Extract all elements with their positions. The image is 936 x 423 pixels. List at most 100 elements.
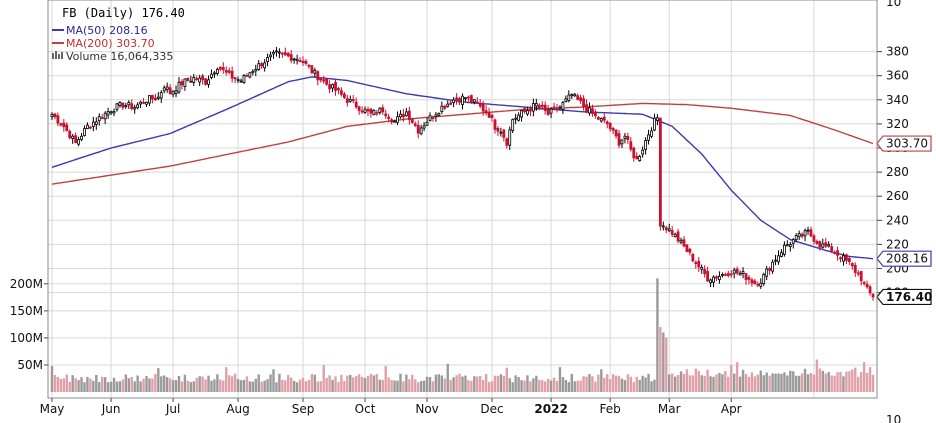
volume-bar	[163, 375, 166, 392]
candle-body	[224, 69, 228, 73]
volume-bar	[375, 374, 379, 392]
volume-bar	[673, 376, 677, 392]
volume-bar	[304, 381, 308, 392]
candle-body	[227, 70, 231, 73]
candle-body	[475, 101, 479, 104]
volume-bar	[744, 373, 748, 392]
candle-body	[233, 77, 237, 80]
volume-bar	[443, 378, 446, 392]
volume-bar	[768, 375, 771, 392]
candle-body	[452, 99, 456, 104]
candle-body	[86, 124, 89, 129]
candle-body	[402, 113, 405, 118]
candle-body	[109, 111, 113, 114]
volume-bar	[133, 381, 136, 392]
candle-body	[242, 74, 246, 83]
volume-bar	[145, 375, 148, 392]
candle-body	[83, 128, 86, 136]
price-tick-label-bottom: 10	[886, 413, 901, 423]
candle-body	[821, 243, 825, 248]
volume-bar	[502, 375, 506, 392]
candle-body	[650, 130, 653, 137]
candle-body	[94, 121, 98, 125]
volume-bar	[561, 377, 565, 392]
volume-bar	[168, 378, 172, 392]
candle-body	[735, 268, 739, 274]
candle-body	[431, 117, 435, 119]
volume-bar	[815, 359, 819, 392]
x-tick-label: Dec	[480, 402, 503, 416]
candle-body	[759, 282, 763, 287]
candle-body	[425, 121, 429, 126]
candle-body	[800, 233, 804, 237]
volume-bar	[405, 374, 408, 392]
candle-body	[156, 96, 160, 99]
candle-body	[543, 104, 547, 111]
candle-body	[112, 111, 116, 114]
candle-body	[162, 87, 166, 92]
candle-body	[537, 104, 541, 108]
candle-body	[647, 134, 650, 141]
volume-bar	[564, 379, 568, 392]
volume-bar	[529, 381, 532, 392]
candle-body	[611, 128, 615, 131]
volume-bar	[859, 372, 863, 392]
candle-body	[815, 241, 819, 244]
candle-body	[53, 113, 57, 118]
candle-body	[818, 241, 822, 248]
candle-body	[195, 78, 199, 81]
volume-bar	[417, 382, 420, 392]
volume-bar	[68, 381, 71, 392]
volume-bar	[727, 376, 730, 392]
candle-body	[286, 52, 290, 57]
x-tick-label: Nov	[415, 402, 438, 416]
candle-body	[50, 113, 54, 118]
volume-bar	[174, 380, 178, 392]
volume-bar	[662, 332, 665, 392]
volume-bar	[446, 363, 449, 392]
volume-bar	[201, 376, 204, 392]
volume-bar	[298, 379, 302, 392]
candle-body	[103, 112, 107, 120]
close-value-tag: 176.40	[876, 288, 932, 306]
candle-body	[756, 283, 760, 286]
candle-body	[853, 264, 857, 273]
volume-bar	[608, 379, 612, 392]
volume-bar	[180, 381, 184, 392]
candle-body	[511, 119, 515, 131]
candle-body	[617, 133, 621, 146]
volume-bar	[106, 382, 110, 392]
volume-bar	[213, 379, 216, 392]
candle-body	[183, 78, 187, 87]
candle-body	[301, 60, 305, 64]
candle-body	[399, 113, 402, 118]
volume-bar	[219, 379, 222, 392]
candle-body	[847, 257, 851, 262]
volume-bar	[685, 369, 689, 392]
candle-body	[644, 140, 648, 150]
volume-bar	[71, 375, 74, 392]
volume-bar	[86, 376, 89, 392]
candle-body	[694, 261, 698, 265]
volume-bar	[818, 368, 822, 392]
volume-bar	[50, 366, 54, 392]
candle-body	[322, 79, 326, 82]
legend-ma50: MA(50) 208.16	[66, 24, 148, 37]
volume-tick-label: 100M	[10, 331, 43, 345]
candle-body	[744, 273, 748, 280]
volume-bar	[541, 380, 544, 392]
candle-body	[638, 156, 642, 162]
candle-body	[407, 110, 411, 121]
x-tick-label: Feb	[600, 402, 621, 416]
candle-body	[726, 273, 730, 276]
volume-bar	[56, 376, 60, 392]
candle-body	[145, 101, 148, 105]
volume-bar	[600, 369, 603, 392]
candle-body	[667, 228, 671, 232]
volume-bar	[313, 374, 317, 392]
candle-body	[599, 118, 603, 122]
volume-bar	[505, 367, 508, 392]
volume-bar	[192, 381, 195, 392]
volume-bar	[481, 380, 485, 392]
